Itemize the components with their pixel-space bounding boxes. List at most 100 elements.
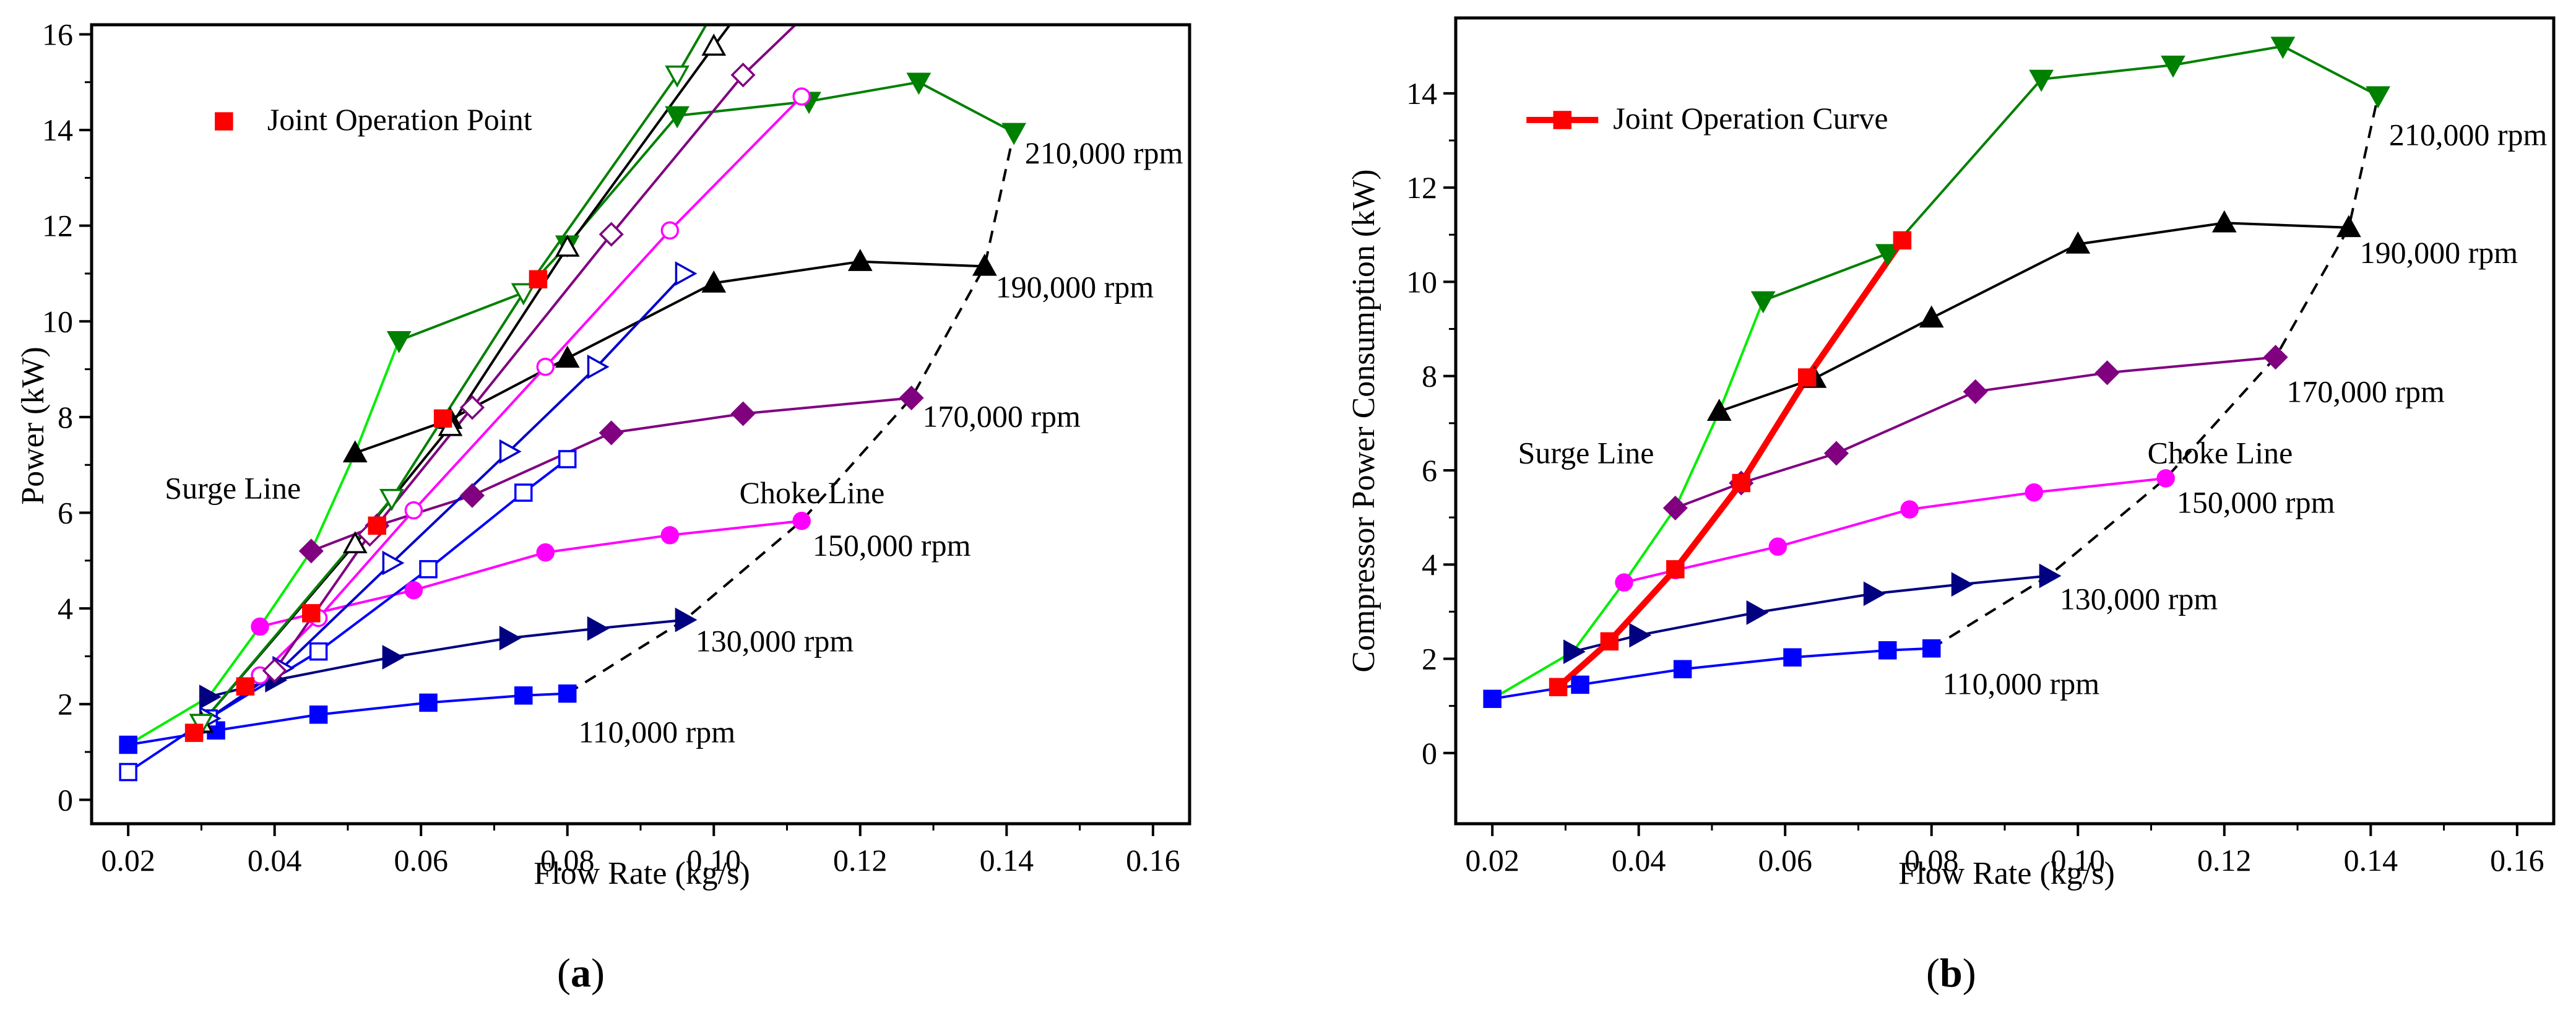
y-axis-a: 0 2 4 6 8 10 12 14 16 [42,17,92,817]
data-point [558,684,577,703]
data-point [792,87,811,106]
y-tick-label: 14 [1406,76,1437,111]
data-point [1919,305,1944,328]
y-tick-label: 12 [1406,170,1437,205]
data-point [847,249,873,271]
data-point [309,705,328,724]
x-axis-label: Flow Rate (kg/s) [534,856,750,891]
data-point [1666,560,1685,579]
data-point [379,489,404,511]
data-point [1600,632,1619,651]
data-point [1875,244,1900,267]
x-tick-label: 0.12 [833,843,888,878]
data-point [499,439,522,464]
annotation-joint-operation-point: Joint Operation Point [267,102,532,137]
data-point [1483,689,1502,708]
data-point [536,543,555,562]
markers-190-000-rpm [1706,210,2361,421]
y-tick-label: 8 [1422,359,1437,394]
annotation-130-000-rpm: 130,000 rpm [2060,582,2218,616]
data-point [404,501,423,520]
y-tick-label: 6 [1422,453,1437,488]
series-line-130-000-rpm [1572,574,2049,654]
data-point [342,531,368,554]
data-point [382,645,405,670]
series-line-surge-line [128,340,400,746]
annotation-110-000-rpm: 110,000 rpm [578,715,735,749]
legend-a [215,112,233,131]
x-tick-label: 0.02 [1465,843,1519,878]
data-point [1963,379,1988,404]
chart-panel-a: 0.02 0.04 0.06 0.08 0.10 0.12 0.14 0.16 0 2 4 6 8 10 1… [15,17,1191,891]
data-point [1797,368,1817,387]
y-tick-label: 14 [42,113,73,147]
markers-110-000-rpm [1483,639,1941,708]
markers-open-10 [251,87,811,685]
plot-area-a [119,25,1027,782]
x-tick-label: 0.16 [1126,843,1180,878]
data-point [2211,210,2237,233]
markers-110-000-rpm [119,684,577,754]
annotation-joint-operation-curve: Joint Operation Curve [1613,101,1888,136]
series-line-210-000-rpm [1762,45,2379,302]
markers-open-11 [262,63,756,683]
data-point [1750,291,1776,314]
data-point [1783,648,1802,667]
x-tick-label: 0.02 [101,843,155,878]
data-point [555,234,580,257]
chart-panel-b: 0.02 0.04 0.06 0.08 0.10 0.12 0.14 0.16 0 2 4 6 8 10 1… [1346,16,2556,891]
data-point [2263,345,2288,370]
data-point [119,762,137,782]
data-point [2029,69,2054,92]
data-point [701,33,727,56]
x-tick-label: 0.08 [540,843,595,878]
data-point [2161,55,2185,78]
joint-operation-point [184,723,204,742]
data-point [514,483,533,502]
markers-150-000-rpm [1615,469,2175,592]
data-point [199,684,222,710]
data-point [730,63,756,88]
data-point [1732,473,1750,493]
data-point [599,420,624,446]
y-tick-label: 8 [58,400,73,434]
data-point [419,559,438,579]
joint-operation-point [433,409,452,428]
legend-marker [1553,111,1572,129]
markers-joint-operation-curve [1549,231,1912,696]
data-point [1563,639,1586,664]
annotation-190-000-rpm: 190,000 rpm [996,270,1154,304]
data-point [675,607,698,632]
x-tick-label: 0.06 [394,843,448,878]
annotation-choke-line: Choke Line [2148,436,2293,470]
x-tick-label: 0.04 [1612,843,1666,878]
data-point [419,693,438,712]
series-line-170-000-rpm [1675,356,2276,509]
y-tick-label: 6 [58,496,73,530]
x-tick-label: 0.08 [1904,843,1959,878]
x-tick-label: 0.14 [2344,843,2398,878]
data-point [262,658,287,683]
annotation-150-000-rpm: 150,000 rpm [813,528,971,563]
markers-130-000-rpm [1563,563,2062,664]
joint-operation-point [302,604,321,623]
annotations-b: Joint Operation Curve 210,000 rpm 190,000 … [1518,101,2548,701]
data-point [2156,469,2175,488]
annotations-a: Joint Operation Point 210,000 rpm 190,000 … [165,102,1183,749]
annotation-150-000-rpm: 150,000 rpm [2177,485,2335,519]
panel-tag-b: (b) [1926,951,1976,996]
x-tick-label: 0.06 [1758,843,1812,878]
data-point [2270,37,2296,59]
data-point [665,65,690,88]
markers-190-000-rpm [342,249,997,463]
plot-area-b [1483,37,2391,708]
data-point [2366,86,2391,109]
y-tick-label: 12 [42,209,73,243]
annotation-210-000-rpm: 210,000 rpm [1025,136,1183,170]
data-point [675,261,698,286]
y-tick-label: 16 [42,17,73,51]
y-tick-label: 4 [1422,547,1437,582]
series-line-open-11 [274,25,798,671]
data-point [1001,123,1027,145]
